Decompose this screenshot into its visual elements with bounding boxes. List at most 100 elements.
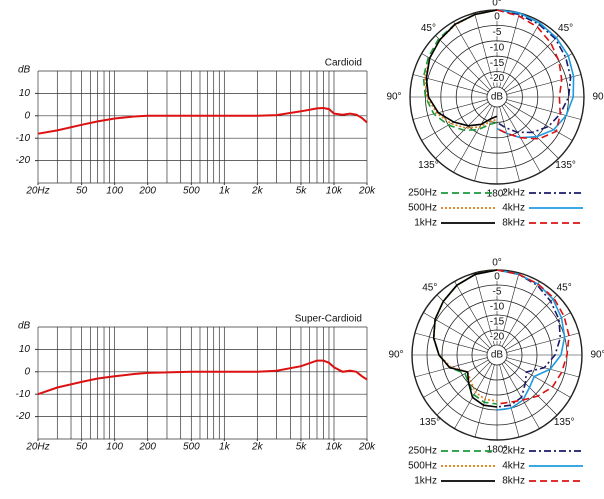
- spoke: [506, 74, 582, 95]
- theta-tick-label: 135°: [418, 160, 439, 171]
- spoke: [435, 35, 491, 91]
- y-tick-label: -20: [16, 155, 31, 166]
- theta-tick-label: 90°: [386, 92, 401, 103]
- legend-label: 4kHz: [502, 203, 525, 214]
- theta-tick-label: 135°: [554, 417, 575, 428]
- spoke: [412, 74, 488, 95]
- r-tick-label: -5: [493, 27, 502, 38]
- r-tick-label: -15: [490, 58, 505, 69]
- r-tick-label: -10: [490, 302, 505, 313]
- x-tick-label: 100: [106, 442, 123, 453]
- x-tick-label: 20Hz: [25, 442, 49, 453]
- spoke: [505, 312, 571, 351]
- y-tick-label: 10: [19, 344, 31, 355]
- response-line: [37, 359, 368, 396]
- y-tick-label: 0: [24, 366, 30, 377]
- theta-tick-label: 0°: [492, 258, 502, 269]
- x-tick-label: 500: [183, 186, 200, 197]
- theta-tick-label: 45°: [558, 23, 573, 34]
- spoke: [506, 332, 580, 353]
- y-axis-label: dB: [18, 321, 31, 332]
- polar-line: [496, 269, 562, 408]
- y-tick-label: -10: [16, 133, 31, 144]
- spoke: [436, 294, 491, 349]
- polar-line: [432, 269, 498, 408]
- theta-tick-label: 135°: [419, 417, 440, 428]
- theta-tick-label: 135°: [555, 160, 576, 171]
- spoke: [503, 103, 559, 159]
- y-axis-label: dB: [18, 65, 31, 76]
- legend-label: 1kHz: [414, 476, 437, 487]
- spoke: [506, 99, 582, 120]
- spoke: [505, 359, 571, 398]
- legend-label: 250Hz: [408, 188, 437, 199]
- y-tick-label: -20: [16, 411, 31, 422]
- r-grid-ring: [456, 314, 538, 396]
- theta-tick-label: 45°: [422, 282, 437, 293]
- spoke: [454, 281, 493, 347]
- x-tick-label: 10k: [326, 442, 343, 453]
- spoke: [501, 21, 541, 89]
- polar-line: [496, 9, 563, 140]
- spoke: [501, 363, 540, 429]
- polar-line: [425, 9, 498, 127]
- spoke: [499, 272, 520, 346]
- spoke: [421, 53, 489, 93]
- spoke: [499, 364, 520, 438]
- polar-line: [496, 269, 570, 405]
- r-tick-label: -5: [493, 287, 502, 298]
- spoke: [453, 21, 493, 89]
- x-tick-label: 20k: [358, 186, 376, 197]
- r-axis-label: dB: [491, 92, 504, 103]
- x-tick-label: 20Hz: [25, 186, 49, 197]
- r-grid-ring: [471, 71, 523, 123]
- spoke: [454, 363, 493, 429]
- theta-tick-label: 180°: [487, 189, 508, 200]
- legend-label: 500Hz: [408, 203, 437, 214]
- x-tick-label: 50: [76, 442, 88, 453]
- r-tick-label: -10: [490, 42, 505, 53]
- spoke: [412, 99, 488, 120]
- spoke: [474, 12, 495, 88]
- r-tick-label: -15: [490, 317, 505, 328]
- y-tick-label: -10: [16, 389, 31, 400]
- theta-tick-label: 90°: [590, 350, 604, 361]
- r-tick-label: -20: [490, 332, 505, 343]
- theta-tick-label: 0°: [492, 0, 502, 9]
- spoke: [474, 272, 495, 346]
- spoke: [435, 103, 491, 159]
- spoke: [503, 294, 558, 349]
- legend-label: 1kHz: [414, 218, 437, 229]
- y-tick-label: 0: [24, 110, 30, 121]
- center-ring: [486, 344, 508, 366]
- x-tick-label: 20k: [358, 442, 376, 453]
- legend-label: 2kHz: [502, 446, 525, 457]
- spoke: [499, 106, 520, 182]
- x-tick-label: 2k: [251, 186, 264, 197]
- y-tick-label: 10: [19, 88, 31, 99]
- spoke: [421, 101, 489, 141]
- polar-line: [432, 269, 498, 405]
- theta-tick-label: 90°: [592, 92, 604, 103]
- theta-tick-label: 90°: [388, 350, 403, 361]
- x-tick-label: 2k: [251, 442, 264, 453]
- theta-tick-label: 45°: [421, 23, 436, 34]
- x-tick-label: 200: [138, 442, 156, 453]
- x-tick-label: 200: [138, 186, 156, 197]
- r-grid-ring: [440, 40, 554, 154]
- r-tick-label: 0: [494, 12, 500, 23]
- spoke: [505, 53, 573, 93]
- x-tick-label: 1k: [219, 186, 231, 197]
- r-tick-label: -20: [490, 73, 505, 84]
- spoke: [414, 332, 488, 353]
- spoke: [503, 361, 558, 416]
- spoke: [423, 359, 489, 398]
- r-grid-ring: [471, 329, 523, 381]
- theta-tick-label: 45°: [557, 282, 572, 293]
- x-tick-label: 1k: [219, 442, 231, 453]
- r-tick-label: 0: [494, 272, 500, 283]
- polar-line: [496, 9, 572, 134]
- theta-tick-label: 180°: [487, 445, 508, 456]
- legend-label: 4kHz: [502, 461, 525, 472]
